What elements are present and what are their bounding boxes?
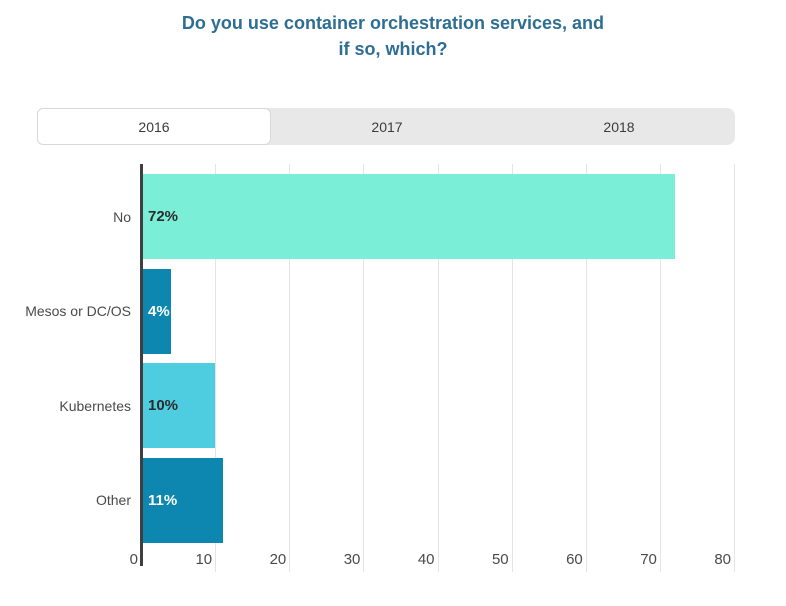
tab-2016[interactable]: 2016 xyxy=(37,108,271,145)
category-label-other: Other xyxy=(95,492,131,508)
category-axis: No Mesos or DC/OS Kubernetes Other xyxy=(0,164,137,572)
gridline xyxy=(215,164,217,572)
x-tick-label: 40 xyxy=(417,551,435,568)
tab-2017[interactable]: 2017 xyxy=(371,118,403,135)
bar-kubernetes xyxy=(141,363,216,448)
x-tick-label: 50 xyxy=(491,551,509,568)
zero-axis-line xyxy=(140,164,143,566)
value-label-no: 72% xyxy=(148,208,179,225)
x-tick-label: 70 xyxy=(640,551,657,568)
bar-mesos-or-dc-os xyxy=(141,268,171,354)
bar-no xyxy=(141,174,675,259)
value-label-mesos-or-dc-os: 4% xyxy=(148,302,170,320)
plot-area: 72% 4% 10% 11% xyxy=(140,164,735,572)
x-tick-label: 10 xyxy=(195,551,213,568)
x-tick-label: 80 xyxy=(714,551,731,568)
x-tick-label: 60 xyxy=(566,551,583,568)
x-tick-label: 30 xyxy=(343,551,361,568)
gridline xyxy=(511,164,513,572)
bar-other xyxy=(141,457,223,543)
gridline xyxy=(363,164,365,572)
gridline xyxy=(437,164,439,572)
year-tab-bar: 2016 2017 2018 xyxy=(37,108,735,145)
value-label-kubernetes: 10% xyxy=(148,397,179,414)
x-tick-label: 20 xyxy=(269,551,287,568)
x-tick-label: 0 xyxy=(129,551,138,568)
value-label-other: 11% xyxy=(148,491,178,509)
gridline xyxy=(289,164,291,572)
bar-chart: No Mesos or DC/OS Kubernetes Other 72% 4% 10%… xyxy=(0,160,786,606)
gridline xyxy=(734,164,735,572)
tab-2018[interactable]: 2018 xyxy=(603,118,635,135)
category-label-mesos-or-dc-os: Mesos or DC/OS xyxy=(25,303,131,319)
x-axis-ticks: 0 10 20 30 40 50 60 70 80 xyxy=(130,550,734,570)
category-label-kubernetes: Kubernetes xyxy=(59,397,131,414)
gridline xyxy=(659,164,661,572)
category-label-no: No xyxy=(113,208,131,225)
gridline xyxy=(585,164,587,572)
chart-title: Do you use container orchestration servi… xyxy=(181,13,605,59)
